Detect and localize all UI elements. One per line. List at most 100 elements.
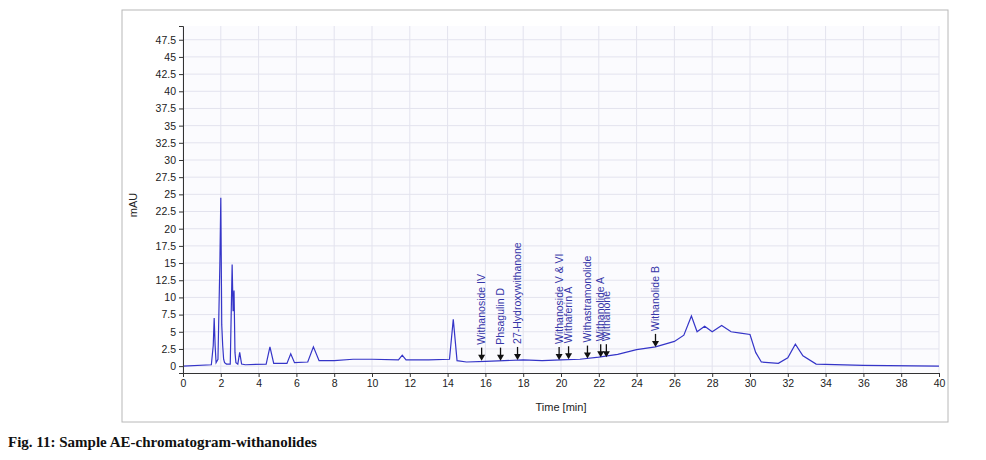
- tick-label: 35: [164, 119, 176, 131]
- tick: 7.5: [161, 308, 183, 320]
- tick-mark: [179, 143, 183, 144]
- annotation-arrow: [652, 334, 659, 347]
- grid-line: [183, 74, 939, 75]
- tick: 32.5: [156, 137, 183, 149]
- tick-mark: [179, 177, 183, 178]
- tick-mark: [485, 373, 486, 377]
- tick-label: 18: [518, 377, 530, 389]
- grid-line: [712, 26, 713, 373]
- tick-mark: [179, 297, 183, 298]
- grid-line: [447, 26, 448, 373]
- annotation-label: Phsagulin D: [494, 288, 506, 345]
- grid-line: [334, 26, 335, 373]
- grid-line: [183, 56, 939, 57]
- grid-line: [674, 26, 675, 373]
- arrow-head: [584, 353, 591, 359]
- tick: 2: [218, 373, 224, 389]
- tick-label: 16: [480, 377, 492, 389]
- chart: Withanoside IVPhsagulin D27-Hydroxywitha…: [0, 0, 986, 460]
- tick: 45: [164, 51, 183, 63]
- tick-mark: [179, 315, 183, 316]
- tick-label: 12: [404, 377, 416, 389]
- annotations: Withanoside IVPhsagulin D27-Hydroxywitha…: [475, 242, 661, 344]
- tick-label: 14: [442, 377, 454, 389]
- tick: 20: [164, 223, 183, 235]
- tick-label: 17.5: [156, 240, 177, 252]
- tick-label: 36: [858, 377, 870, 389]
- tick-label: 32: [782, 377, 794, 389]
- tick-label: 22: [593, 377, 605, 389]
- tick-label: 34: [820, 377, 832, 389]
- tick: 36: [858, 373, 870, 389]
- tick: 17.5: [156, 240, 183, 252]
- tick: 30: [164, 154, 183, 166]
- tick-mark: [901, 373, 902, 377]
- tick: 32: [782, 373, 794, 389]
- arrow-head: [497, 355, 504, 361]
- grid-line: [939, 26, 940, 373]
- y-axis-title: mAU: [127, 193, 139, 218]
- tick-label: 2: [218, 377, 224, 389]
- annotation-arrow: [597, 344, 604, 357]
- tick-label: 30: [164, 154, 176, 166]
- tick-mark: [179, 280, 183, 281]
- tick-mark: [826, 373, 827, 377]
- tick-mark: [334, 373, 335, 377]
- tick-label: 20: [164, 223, 176, 235]
- tick-mark: [179, 366, 183, 367]
- grid-line: [183, 348, 939, 349]
- grid-line: [183, 194, 939, 195]
- tick-label: 42.5: [156, 68, 177, 80]
- tick-label: 6: [294, 377, 300, 389]
- x-axis-title: Time [min]: [536, 401, 587, 413]
- arrow-head: [565, 353, 572, 359]
- tick-mark: [179, 40, 183, 41]
- tick: 38: [896, 373, 908, 389]
- tick: 20: [556, 373, 568, 389]
- annotation-arrow: [584, 346, 591, 359]
- tick: 27.5: [156, 171, 183, 183]
- tick-label: 30: [745, 377, 757, 389]
- grid-line: [258, 26, 259, 373]
- tick: 24: [631, 373, 643, 389]
- tick-mark: [296, 373, 297, 377]
- tick-mark: [221, 373, 222, 377]
- grid-line: [183, 39, 939, 40]
- tick: 16: [480, 373, 492, 389]
- tick-mark: [939, 373, 940, 377]
- tick-label: 8: [332, 377, 338, 389]
- tick-label: 47.5: [156, 34, 177, 46]
- tick-mark: [179, 91, 183, 92]
- arrow-head: [514, 354, 521, 360]
- tick-mark: [750, 373, 751, 377]
- grid-line: [372, 26, 373, 373]
- grid-line: [863, 26, 864, 373]
- tick: 12.5: [156, 274, 183, 286]
- tick: 15: [164, 257, 183, 269]
- tick: 0: [181, 373, 187, 389]
- tick: 26: [669, 373, 681, 389]
- axis-line: [179, 27, 184, 374]
- tick-mark: [179, 332, 183, 333]
- tick-label: 40: [934, 377, 946, 389]
- grid-line: [787, 26, 788, 373]
- tick-mark: [674, 373, 675, 377]
- tick-label: 12.5: [156, 274, 177, 286]
- marks: [183, 198, 939, 366]
- tick-label: 15: [164, 257, 176, 269]
- grid-line: [636, 26, 637, 373]
- tick: 18: [518, 373, 530, 389]
- annotation-label: Withastramonolide: [581, 255, 593, 342]
- tick-label: 2.5: [161, 343, 176, 355]
- annotation-arrow: [478, 348, 485, 361]
- grid-line: [183, 228, 939, 229]
- grid: [183, 26, 939, 373]
- annotation-label: Withanoside IV: [475, 274, 487, 345]
- tick: 37.5: [156, 102, 183, 114]
- grid-line: [183, 177, 939, 178]
- tick-label: 45: [164, 51, 176, 63]
- tick: 28: [707, 373, 719, 389]
- arrow-head: [652, 341, 659, 347]
- tick-mark: [788, 373, 789, 377]
- tick-mark: [712, 373, 713, 377]
